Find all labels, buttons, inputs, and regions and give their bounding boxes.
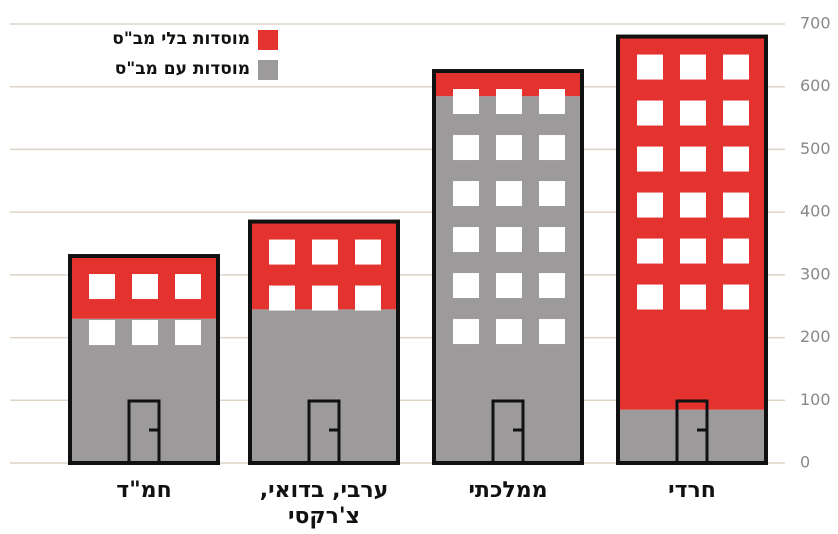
y-tick-label: 700 bbox=[800, 14, 831, 33]
window bbox=[539, 319, 565, 344]
y-tick-label: 200 bbox=[800, 327, 831, 346]
window bbox=[132, 274, 158, 299]
y-tick-label: 500 bbox=[800, 139, 831, 158]
legend-swatch bbox=[258, 60, 278, 80]
window bbox=[453, 227, 479, 252]
window bbox=[269, 240, 295, 265]
chart: 0 100 200 300 400 500 600 700 חמ"ד ערבי, בדואי, … bbox=[0, 0, 838, 534]
window bbox=[723, 101, 749, 126]
y-tick-label: 0 bbox=[800, 453, 810, 472]
window bbox=[539, 227, 565, 252]
window bbox=[680, 285, 706, 310]
window bbox=[637, 285, 663, 310]
bar-segment bbox=[250, 309, 398, 463]
window bbox=[637, 147, 663, 172]
y-tick-label: 300 bbox=[800, 264, 831, 283]
bar-segment bbox=[618, 410, 766, 463]
window bbox=[355, 240, 381, 265]
x-tick-label: ערבי, בדואי, צ'רקסי bbox=[240, 478, 408, 530]
window bbox=[539, 273, 565, 298]
window bbox=[355, 286, 381, 311]
legend-label: מוסדות בלי מב"ס bbox=[112, 29, 250, 49]
window bbox=[496, 135, 522, 160]
y-tick-label: 600 bbox=[800, 76, 831, 95]
window bbox=[312, 240, 338, 265]
window bbox=[453, 181, 479, 206]
window bbox=[723, 147, 749, 172]
legend-label: מוסדות עם מב"ס bbox=[115, 59, 250, 79]
window bbox=[496, 227, 522, 252]
y-tick-label: 100 bbox=[800, 390, 831, 409]
window bbox=[175, 274, 201, 299]
window bbox=[89, 320, 115, 345]
window bbox=[539, 89, 565, 114]
window bbox=[496, 319, 522, 344]
legend-swatch bbox=[258, 30, 278, 50]
window bbox=[539, 181, 565, 206]
window bbox=[637, 55, 663, 80]
window bbox=[680, 55, 706, 80]
window bbox=[637, 193, 663, 218]
window bbox=[637, 239, 663, 264]
window bbox=[89, 274, 115, 299]
window bbox=[312, 286, 338, 311]
window bbox=[680, 101, 706, 126]
window bbox=[723, 193, 749, 218]
window bbox=[496, 89, 522, 114]
chart-svg: 0 100 200 300 400 500 600 700 bbox=[0, 0, 838, 534]
y-tick-label: 400 bbox=[800, 202, 831, 221]
window bbox=[723, 285, 749, 310]
x-tick-label: ממלכתי bbox=[424, 478, 592, 504]
x-tick-label: חמ"ד bbox=[60, 478, 228, 504]
window bbox=[496, 181, 522, 206]
window bbox=[539, 135, 565, 160]
window bbox=[680, 193, 706, 218]
window bbox=[723, 55, 749, 80]
window bbox=[132, 320, 158, 345]
window bbox=[453, 135, 479, 160]
bar-segment bbox=[618, 37, 766, 410]
window bbox=[637, 101, 663, 126]
window bbox=[175, 320, 201, 345]
window bbox=[723, 239, 749, 264]
x-tick-label: חרדי bbox=[608, 478, 776, 504]
window bbox=[496, 273, 522, 298]
window bbox=[453, 89, 479, 114]
window bbox=[680, 239, 706, 264]
window bbox=[269, 286, 295, 311]
window bbox=[453, 273, 479, 298]
window bbox=[680, 147, 706, 172]
window bbox=[453, 319, 479, 344]
